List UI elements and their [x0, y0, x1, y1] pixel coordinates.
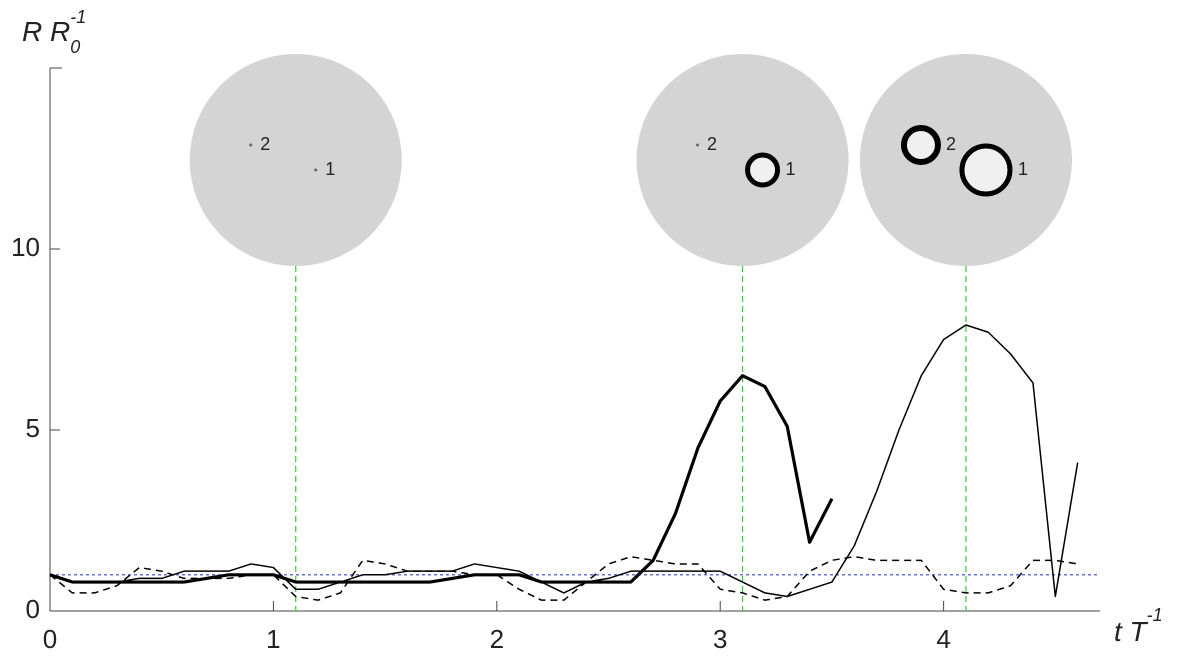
bubble-label: 2 [260, 134, 270, 154]
x-tick-label: 1 [266, 624, 280, 654]
bubble [748, 155, 778, 185]
x-label: t T-1 [1114, 605, 1163, 648]
bubble [314, 169, 317, 172]
y-tick-label: 5 [26, 413, 40, 443]
bubble-label: 2 [707, 134, 717, 154]
y-tick-label: 10 [11, 232, 40, 262]
bubble-label: 1 [325, 159, 335, 179]
bubble [962, 146, 1010, 194]
y-tick-label: 0 [26, 594, 40, 624]
inset-disc [637, 54, 849, 266]
x-tick-label: 0 [43, 624, 57, 654]
inset-disc [190, 54, 402, 266]
bubble [904, 128, 938, 162]
y-label: R R0-1 [22, 7, 86, 57]
bubble-label: 1 [786, 159, 796, 179]
x-tick-label: 2 [490, 624, 504, 654]
bubble [249, 144, 252, 147]
chart: R R0-1 t T-1 212121051001234 [0, 0, 1201, 661]
bubble [696, 144, 699, 147]
bubble-label: 1 [1018, 159, 1028, 179]
x-tick-label: 4 [936, 624, 950, 654]
series-line [50, 376, 832, 582]
x-tick-label: 3 [713, 624, 727, 654]
series-line [50, 325, 1078, 597]
bubble-label: 2 [946, 134, 956, 154]
